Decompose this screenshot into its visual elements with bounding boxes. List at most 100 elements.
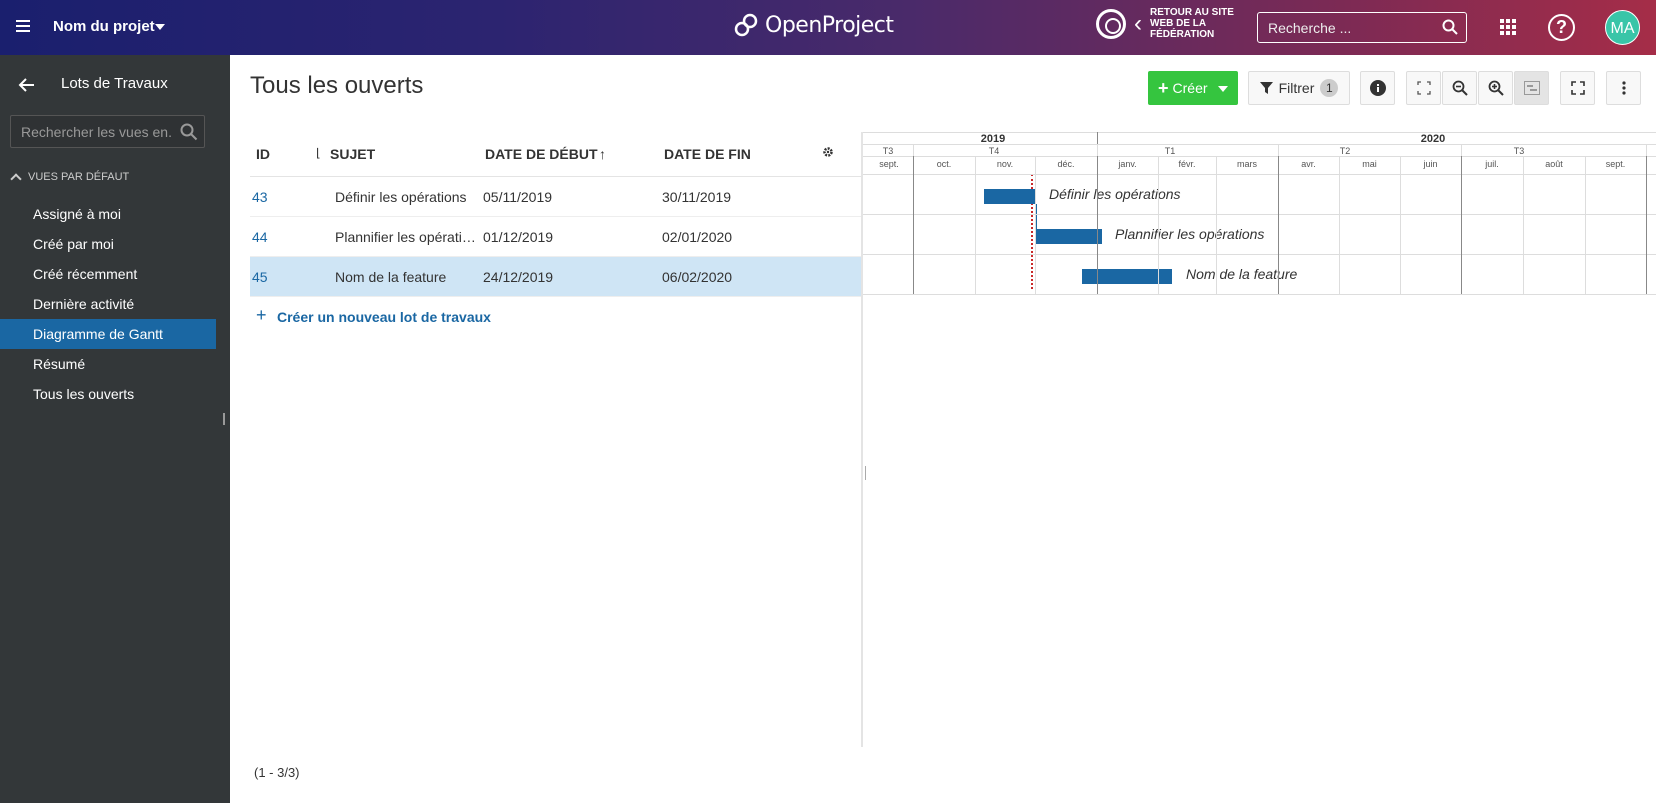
row-start-date[interactable]: 01/12/2019: [483, 229, 554, 245]
arrow-left-icon[interactable]: [18, 77, 36, 93]
gantt-bar-label: Nom de la feature: [1186, 266, 1298, 282]
pagination-count: (1 - 3/3): [254, 765, 300, 780]
zoom-out-button[interactable]: [1442, 71, 1477, 105]
work-packages-table: ID ⌊ SUJET DATE DE DÉBUT ↑ DATE DE FIN 4…: [250, 132, 862, 337]
search-icon[interactable]: [1442, 19, 1458, 35]
sidebar-item-summary[interactable]: Résumé: [33, 356, 86, 372]
gantt-grid-month-line: [1216, 156, 1217, 294]
table-row[interactable]: 45 Nom de la feature 24/12/2019 06/02/20…: [250, 257, 862, 297]
gantt-icon: [1523, 81, 1540, 95]
more-vertical-icon: [1621, 81, 1626, 95]
table-row[interactable]: 44 Plannifier les opératio... 01/12/2019…: [250, 217, 862, 257]
gantt-month: août: [1545, 159, 1563, 169]
gantt-year: 2020: [1420, 133, 1446, 145]
federation-link[interactable]: ‹ RETOUR AU SITE WEB DE LA FÉDÉRATION: [1096, 7, 1246, 40]
gantt-bar-label: Définir les opérations: [1049, 186, 1181, 202]
column-header-subject[interactable]: SUJET: [330, 146, 376, 162]
gantt-month: sept.: [1605, 159, 1626, 169]
filter-button-label: Filtrer: [1278, 80, 1315, 96]
search-icon[interactable]: [180, 123, 198, 141]
gantt-month: janv.: [1118, 159, 1137, 169]
gantt-month: oct.: [936, 159, 952, 169]
column-header-end-date[interactable]: DATE DE FIN: [664, 146, 751, 162]
sidebar-resize-handle[interactable]: [223, 413, 225, 425]
details-button[interactable]: [1360, 71, 1395, 105]
timeline-toggle-button[interactable]: [1514, 71, 1549, 105]
global-search-input[interactable]: [1258, 13, 1433, 42]
gear-icon[interactable]: [822, 146, 834, 158]
gantt-grid-row-line: [863, 144, 1656, 145]
create-button[interactable]: + Créer: [1148, 71, 1238, 105]
modules-grid-icon[interactable]: [1500, 19, 1516, 35]
sort-ascending-icon[interactable]: ↑: [599, 146, 606, 162]
gantt-grid-month-line: [1339, 156, 1340, 294]
row-end-date[interactable]: 06/02/2020: [662, 269, 733, 285]
fullscreen-button[interactable]: [1560, 71, 1595, 105]
main-content: Tous les ouverts + Créer Filtrer 1 ID ⌊ …: [230, 55, 1656, 803]
gantt-grid-month-line: [1400, 156, 1401, 294]
row-start-date[interactable]: 24/12/2019: [483, 269, 554, 285]
project-selector[interactable]: Nom du projet: [53, 18, 155, 35]
sidebar-item-created-by-me[interactable]: Créé par moi: [33, 236, 114, 252]
sidebar-section-header[interactable]: VUES PAR DÉFAUT: [10, 171, 130, 185]
row-id-link[interactable]: 44: [252, 229, 268, 245]
sidebar-section-label: VUES PAR DÉFAUT: [28, 171, 130, 183]
column-header-start-date[interactable]: DATE DE DÉBUT: [485, 146, 598, 162]
sidebar-item-gantt[interactable]: Diagramme de Gantt: [0, 319, 216, 349]
row-end-date[interactable]: 02/01/2020: [662, 229, 733, 245]
row-id-link[interactable]: 43: [252, 189, 268, 205]
zoom-auto-button[interactable]: [1406, 71, 1441, 105]
row-subject[interactable]: Plannifier les opératio...: [335, 229, 480, 245]
openproject-logo-icon: [734, 13, 758, 37]
gantt-grid-quarter-line: [1461, 144, 1462, 156]
gantt-bar-label: Plannifier les opérations: [1115, 226, 1265, 242]
row-subject[interactable]: Définir les opérations: [335, 189, 467, 205]
row-subject[interactable]: Nom de la feature: [335, 269, 447, 285]
gantt-grid-row-line: [863, 294, 1656, 295]
openproject-logo[interactable]: OpenProject: [733, 12, 894, 38]
dependency-line: [1035, 204, 1037, 229]
gantt-grid-month-line: [913, 156, 914, 294]
gantt-quarter: T2: [1339, 146, 1351, 156]
gantt-month: mai: [1362, 159, 1377, 169]
sidebar-item-assigned[interactable]: Assigné à moi: [33, 206, 121, 222]
zoom-in-button[interactable]: [1478, 71, 1513, 105]
zoom-out-icon: [1452, 80, 1468, 96]
sidebar: Lots de Travaux VUES PAR DÉFAUT Assigné …: [0, 55, 230, 803]
gantt-bar[interactable]: [984, 189, 1036, 204]
chevron-left-icon: ‹: [1134, 9, 1142, 37]
plus-icon: +: [1158, 77, 1169, 98]
gantt-month: févr.: [1178, 159, 1196, 169]
sidebar-search-input[interactable]: [11, 116, 171, 147]
row-start-date[interactable]: 05/11/2019: [483, 189, 553, 205]
avatar[interactable]: MA: [1605, 10, 1640, 45]
gantt-grid-quarter-line: [1097, 144, 1098, 156]
sidebar-item-all-open[interactable]: Tous les ouverts: [33, 386, 135, 402]
help-icon[interactable]: ?: [1548, 14, 1575, 41]
sidebar-item-recently-created[interactable]: Créé récemment: [33, 266, 138, 282]
row-id-link[interactable]: 45: [252, 269, 268, 285]
hierarchy-icon[interactable]: ⌊: [316, 146, 321, 160]
global-search[interactable]: [1257, 12, 1467, 43]
sidebar-search[interactable]: [10, 115, 205, 148]
split-resize-handle[interactable]: [865, 466, 867, 480]
gantt-quarter: T1: [1164, 146, 1176, 156]
gantt-grid-row-line: [863, 132, 1656, 133]
caret-down-icon[interactable]: [155, 24, 165, 30]
more-options-button[interactable]: [1606, 71, 1641, 105]
create-new-work-package-link[interactable]: + Créer un nouveau lot de travaux: [250, 297, 862, 337]
sidebar-item-latest-activity[interactable]: Dernière activité: [33, 296, 135, 312]
gantt-bar[interactable]: [1036, 229, 1102, 244]
menu-icon[interactable]: [16, 17, 34, 37]
zoom-in-icon: [1488, 80, 1504, 96]
gantt-quarter: T3: [1513, 146, 1525, 156]
filter-button[interactable]: Filtrer 1: [1248, 71, 1350, 105]
gantt-bar[interactable]: [1082, 269, 1172, 284]
table-row[interactable]: 43 Définir les opérations 05/11/2019 30/…: [250, 177, 862, 217]
sidebar-list: Assigné à moi Créé par moi Créé récemmen…: [0, 199, 216, 409]
plus-icon: +: [256, 305, 267, 325]
gantt-month: sept.: [879, 159, 899, 169]
table-gantt-divider: [861, 132, 863, 747]
row-end-date[interactable]: 30/11/2019: [662, 189, 732, 205]
column-header-id[interactable]: ID: [256, 146, 270, 162]
